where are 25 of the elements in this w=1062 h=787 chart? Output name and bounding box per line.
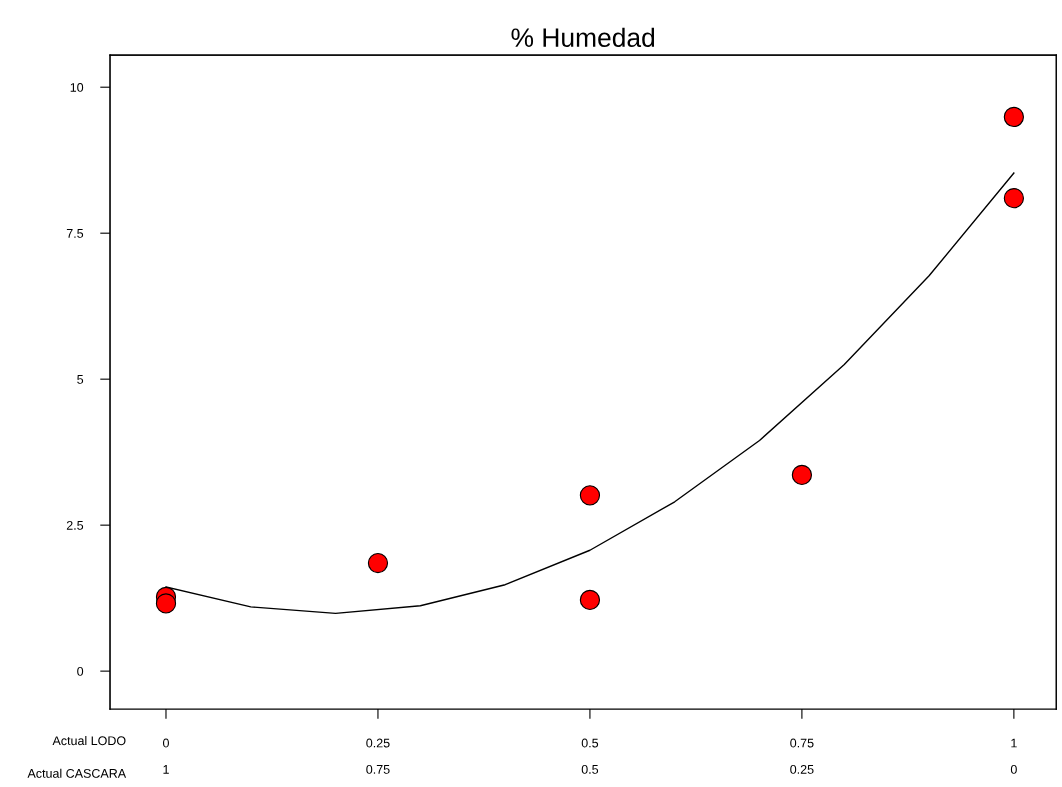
x-tick-label: 0.75 [790, 738, 814, 748]
y-tick-label: 2.5 [66, 520, 84, 530]
x2-axis-title: Actual CASCARA [27, 768, 127, 778]
x2-tick-label: 0.25 [790, 764, 814, 774]
point [791, 464, 813, 486]
y-tick-label: 0 [77, 666, 84, 676]
x-tick-label: 1 [1011, 738, 1017, 748]
x2-tick-label: 0.5 [581, 764, 599, 774]
y-tick-label: 5 [77, 375, 84, 384]
y-tick-label: 10 [70, 83, 84, 92]
point [579, 589, 601, 611]
x2-tick-label: 1 [163, 765, 169, 774]
x-axis-title: Actual LODO [52, 735, 126, 746]
x-tick-label: 0.25 [366, 738, 390, 748]
x-tick-label: 0 [163, 738, 169, 748]
point [1003, 188, 1024, 209]
x2-tick-label: 0.75 [366, 764, 390, 774]
point [367, 552, 389, 574]
point [155, 593, 177, 614]
x-tick-label: 0.5 [581, 738, 599, 748]
x2-tick-label: 0 [1010, 764, 1017, 774]
point [579, 485, 601, 506]
point [1003, 106, 1024, 128]
y-tick-label: 7.5 [66, 229, 84, 238]
chart-title: % Humedad [511, 27, 655, 48]
